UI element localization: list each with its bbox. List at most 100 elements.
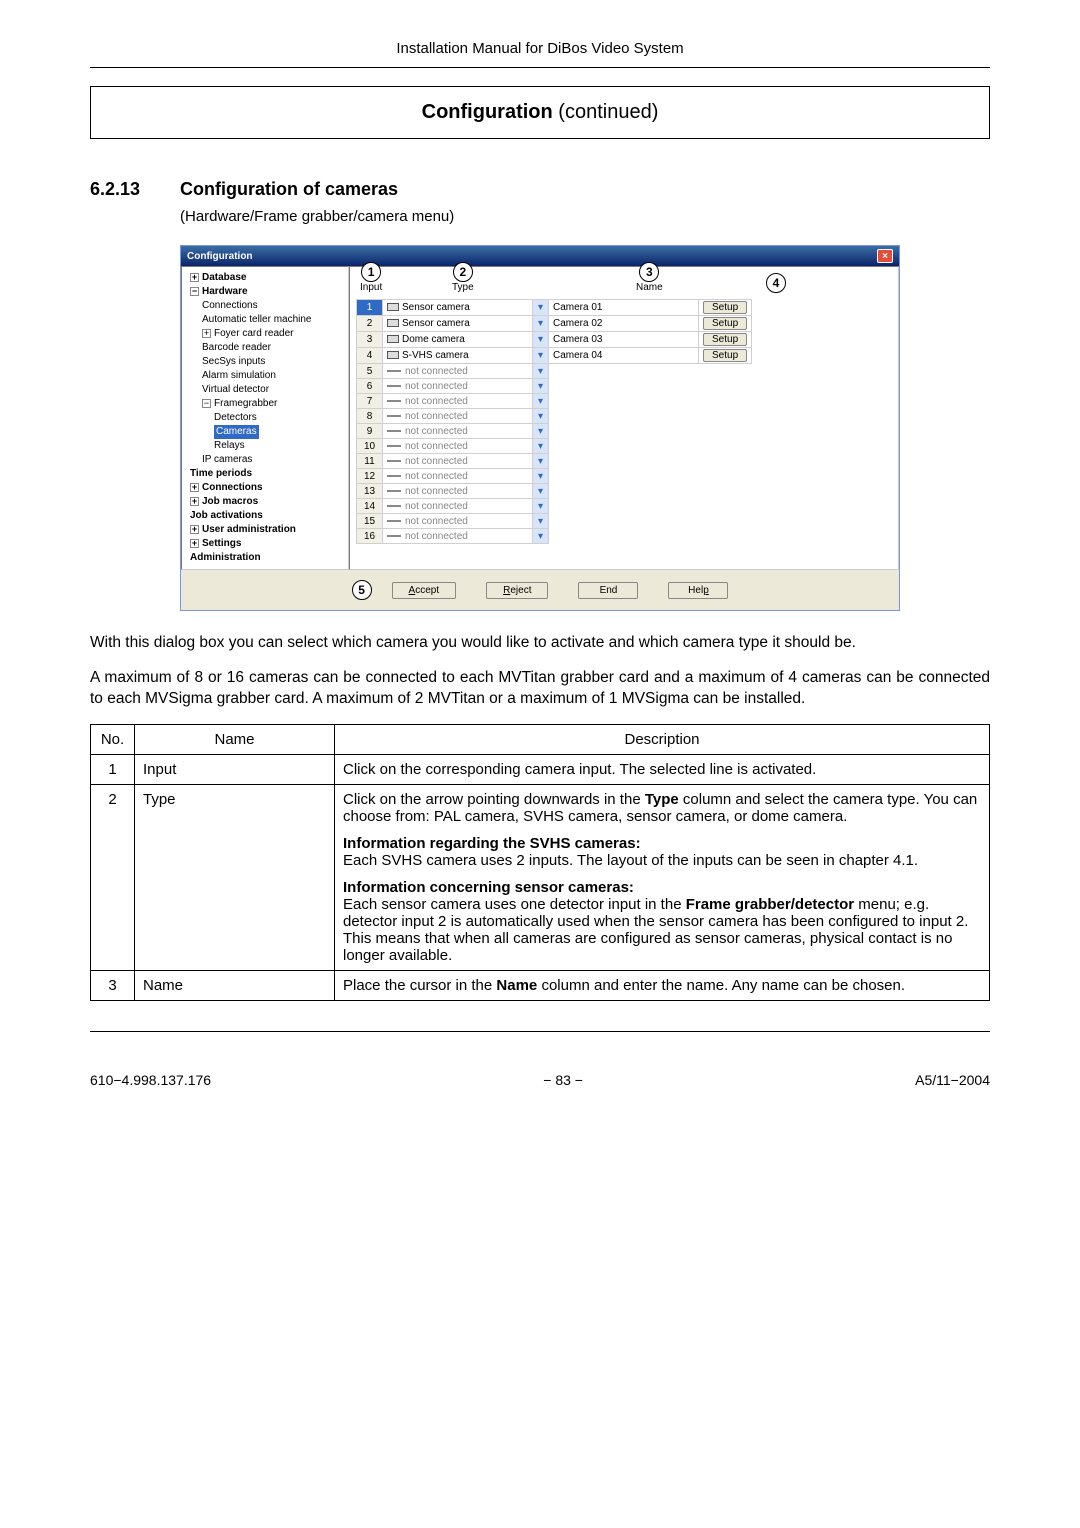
type-dropdown-icon[interactable]: ▾ bbox=[533, 364, 549, 379]
camera-row[interactable]: 7not connected▾ bbox=[357, 394, 752, 409]
type-cell[interactable]: not connected bbox=[383, 364, 533, 379]
type-cell[interactable]: Dome camera bbox=[383, 332, 533, 348]
tree-item[interactable]: +Database bbox=[184, 271, 346, 285]
tree-item[interactable]: +Foyer card reader bbox=[184, 327, 346, 341]
tree-item[interactable]: +Connections bbox=[184, 481, 346, 495]
input-cell[interactable]: 4 bbox=[357, 348, 383, 364]
camera-row[interactable]: 6not connected▾ bbox=[357, 379, 752, 394]
camera-row[interactable]: 11not connected▾ bbox=[357, 454, 752, 469]
type-dropdown-icon[interactable]: ▾ bbox=[533, 332, 549, 348]
tree-item[interactable]: Administration bbox=[184, 551, 346, 565]
setup-button[interactable]: Setup bbox=[703, 333, 747, 346]
input-cell[interactable]: 1 bbox=[357, 300, 383, 316]
input-cell[interactable]: 10 bbox=[357, 439, 383, 454]
type-dropdown-icon[interactable]: ▾ bbox=[533, 469, 549, 484]
tree-item[interactable]: Automatic teller machine bbox=[184, 313, 346, 327]
type-cell[interactable]: not connected bbox=[383, 484, 533, 499]
input-cell[interactable]: 14 bbox=[357, 499, 383, 514]
tree-item[interactable]: Detectors bbox=[184, 411, 346, 425]
camera-row[interactable]: 10not connected▾ bbox=[357, 439, 752, 454]
type-cell[interactable]: not connected bbox=[383, 439, 533, 454]
type-cell[interactable]: not connected bbox=[383, 499, 533, 514]
tree-expand-icon[interactable]: + bbox=[190, 497, 199, 506]
camera-row[interactable]: 5not connected▾ bbox=[357, 364, 752, 379]
tree-item[interactable]: +User administration bbox=[184, 523, 346, 537]
type-dropdown-icon[interactable]: ▾ bbox=[533, 348, 549, 364]
type-dropdown-icon[interactable]: ▾ bbox=[533, 300, 549, 316]
nav-tree[interactable]: +Database−HardwareConnectionsAutomatic t… bbox=[181, 266, 349, 570]
setup-button[interactable]: Setup bbox=[703, 301, 747, 314]
type-dropdown-icon[interactable]: ▾ bbox=[533, 514, 549, 529]
input-cell[interactable]: 8 bbox=[357, 409, 383, 424]
type-cell[interactable]: Sensor camera bbox=[383, 316, 533, 332]
tree-expand-icon[interactable]: + bbox=[202, 329, 211, 338]
type-cell[interactable]: not connected bbox=[383, 379, 533, 394]
input-cell[interactable]: 16 bbox=[357, 529, 383, 544]
type-dropdown-icon[interactable]: ▾ bbox=[533, 379, 549, 394]
tree-item[interactable]: +Settings bbox=[184, 537, 346, 551]
name-cell[interactable]: Camera 01 bbox=[549, 300, 699, 316]
input-cell[interactable]: 11 bbox=[357, 454, 383, 469]
tree-item[interactable]: Cameras bbox=[184, 425, 346, 439]
camera-row[interactable]: 3Dome camera▾Camera 03 Setup bbox=[357, 332, 752, 348]
input-cell[interactable]: 5 bbox=[357, 364, 383, 379]
camera-row[interactable]: 16not connected▾ bbox=[357, 529, 752, 544]
camera-row[interactable]: 2Sensor camera▾Camera 02 Setup bbox=[357, 316, 752, 332]
name-cell[interactable]: Camera 02 bbox=[549, 316, 699, 332]
tree-item[interactable]: Relays bbox=[184, 439, 346, 453]
input-cell[interactable]: 3 bbox=[357, 332, 383, 348]
type-cell[interactable]: S-VHS camera bbox=[383, 348, 533, 364]
type-cell[interactable]: Sensor camera bbox=[383, 300, 533, 316]
camera-row[interactable]: 9not connected▾ bbox=[357, 424, 752, 439]
camera-row[interactable]: 13not connected▾ bbox=[357, 484, 752, 499]
accept-button[interactable]: Accept bbox=[392, 582, 457, 599]
camera-row[interactable]: 4S-VHS camera▾Camera 04 Setup bbox=[357, 348, 752, 364]
input-cell[interactable]: 12 bbox=[357, 469, 383, 484]
type-dropdown-icon[interactable]: ▾ bbox=[533, 529, 549, 544]
input-cell[interactable]: 7 bbox=[357, 394, 383, 409]
input-cell[interactable]: 9 bbox=[357, 424, 383, 439]
tree-expand-icon[interactable]: + bbox=[190, 539, 199, 548]
type-cell[interactable]: not connected bbox=[383, 424, 533, 439]
tree-item[interactable]: Connections bbox=[184, 299, 346, 313]
camera-row[interactable]: 14not connected▾ bbox=[357, 499, 752, 514]
camera-row[interactable]: 8not connected▾ bbox=[357, 409, 752, 424]
type-cell[interactable]: not connected bbox=[383, 514, 533, 529]
reject-button[interactable]: Reject bbox=[486, 582, 548, 599]
type-cell[interactable]: not connected bbox=[383, 454, 533, 469]
end-button[interactable]: End bbox=[578, 582, 638, 599]
input-cell[interactable]: 13 bbox=[357, 484, 383, 499]
input-cell[interactable]: 2 bbox=[357, 316, 383, 332]
camera-table[interactable]: 1Sensor camera▾Camera 01Setup2Sensor cam… bbox=[356, 299, 752, 544]
type-dropdown-icon[interactable]: ▾ bbox=[533, 316, 549, 332]
name-cell[interactable]: Camera 04 bbox=[549, 348, 699, 364]
tree-expand-icon[interactable]: − bbox=[190, 287, 199, 296]
tree-item[interactable]: −Framegrabber bbox=[184, 397, 346, 411]
type-dropdown-icon[interactable]: ▾ bbox=[533, 394, 549, 409]
type-dropdown-icon[interactable]: ▾ bbox=[533, 499, 549, 514]
name-cell[interactable]: Camera 03 bbox=[549, 332, 699, 348]
type-dropdown-icon[interactable]: ▾ bbox=[533, 454, 549, 469]
input-cell[interactable]: 6 bbox=[357, 379, 383, 394]
tree-item[interactable]: Virtual detector bbox=[184, 383, 346, 397]
type-cell[interactable]: not connected bbox=[383, 394, 533, 409]
tree-item[interactable]: IP cameras bbox=[184, 453, 346, 467]
tree-item[interactable]: Time periods bbox=[184, 467, 346, 481]
type-dropdown-icon[interactable]: ▾ bbox=[533, 424, 549, 439]
tree-expand-icon[interactable]: + bbox=[190, 483, 199, 492]
tree-item[interactable]: Job activations bbox=[184, 509, 346, 523]
camera-row[interactable]: 15not connected▾ bbox=[357, 514, 752, 529]
tree-item[interactable]: −Hardware bbox=[184, 285, 346, 299]
input-cell[interactable]: 15 bbox=[357, 514, 383, 529]
type-dropdown-icon[interactable]: ▾ bbox=[533, 439, 549, 454]
camera-row[interactable]: 12not connected▾ bbox=[357, 469, 752, 484]
tree-expand-icon[interactable]: + bbox=[190, 525, 199, 534]
setup-button[interactable]: Setup bbox=[703, 317, 747, 330]
tree-item[interactable]: Alarm simulation bbox=[184, 369, 346, 383]
type-dropdown-icon[interactable]: ▾ bbox=[533, 484, 549, 499]
help-button[interactable]: Help bbox=[668, 582, 728, 599]
type-dropdown-icon[interactable]: ▾ bbox=[533, 409, 549, 424]
tree-expand-icon[interactable]: − bbox=[202, 399, 211, 408]
setup-button[interactable]: Setup bbox=[703, 349, 747, 362]
camera-row[interactable]: 1Sensor camera▾Camera 01 Setup bbox=[357, 300, 752, 316]
